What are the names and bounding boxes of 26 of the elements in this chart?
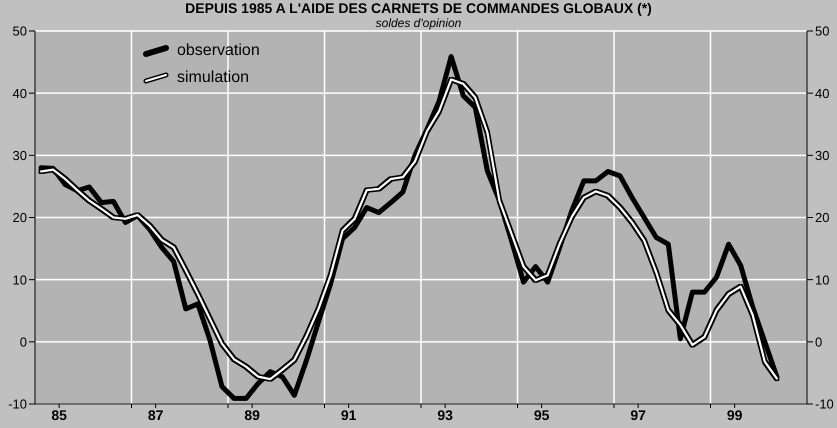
chart-title: DEPUIS 1985 A L'AIDE DES CARNETS DE COMMANDES GLOBAUX (*) — [184, 0, 653, 16]
y2-tick-label: -10 — [815, 396, 834, 412]
y2-tick-label: 20 — [815, 210, 830, 226]
y-tick-label: 40 — [12, 86, 27, 101]
y2-tick-label: 0 — [815, 334, 822, 350]
x-tick-label: 87 — [148, 406, 164, 423]
legend-label: simulation — [177, 68, 250, 86]
x-tick-label: 85 — [51, 406, 68, 423]
legend-label: observation — [177, 42, 260, 60]
y2-tick-label: 50 — [815, 24, 830, 39]
x-tick-label: 99 — [726, 406, 743, 423]
y2-tick-label: 40 — [815, 86, 830, 101]
x-tick-label: 89 — [244, 406, 260, 423]
y2-tick-label: 30 — [815, 148, 830, 163]
y-tick-label: 10 — [12, 272, 27, 288]
x-tick-label: 91 — [340, 406, 357, 423]
y-tick-label: 0 — [20, 334, 27, 350]
y2-tick-label: 10 — [815, 272, 830, 288]
x-tick-label: 95 — [534, 406, 550, 423]
y-tick-label: 30 — [12, 148, 27, 163]
x-tick-label: 93 — [437, 406, 454, 423]
x-tick-label: 97 — [630, 406, 646, 423]
y-tick-label: -10 — [8, 396, 27, 412]
y-tick-label: 20 — [12, 210, 27, 226]
y-tick-label: 50 — [12, 24, 27, 39]
chart-subtitle: soldes d'opinion — [376, 16, 462, 30]
